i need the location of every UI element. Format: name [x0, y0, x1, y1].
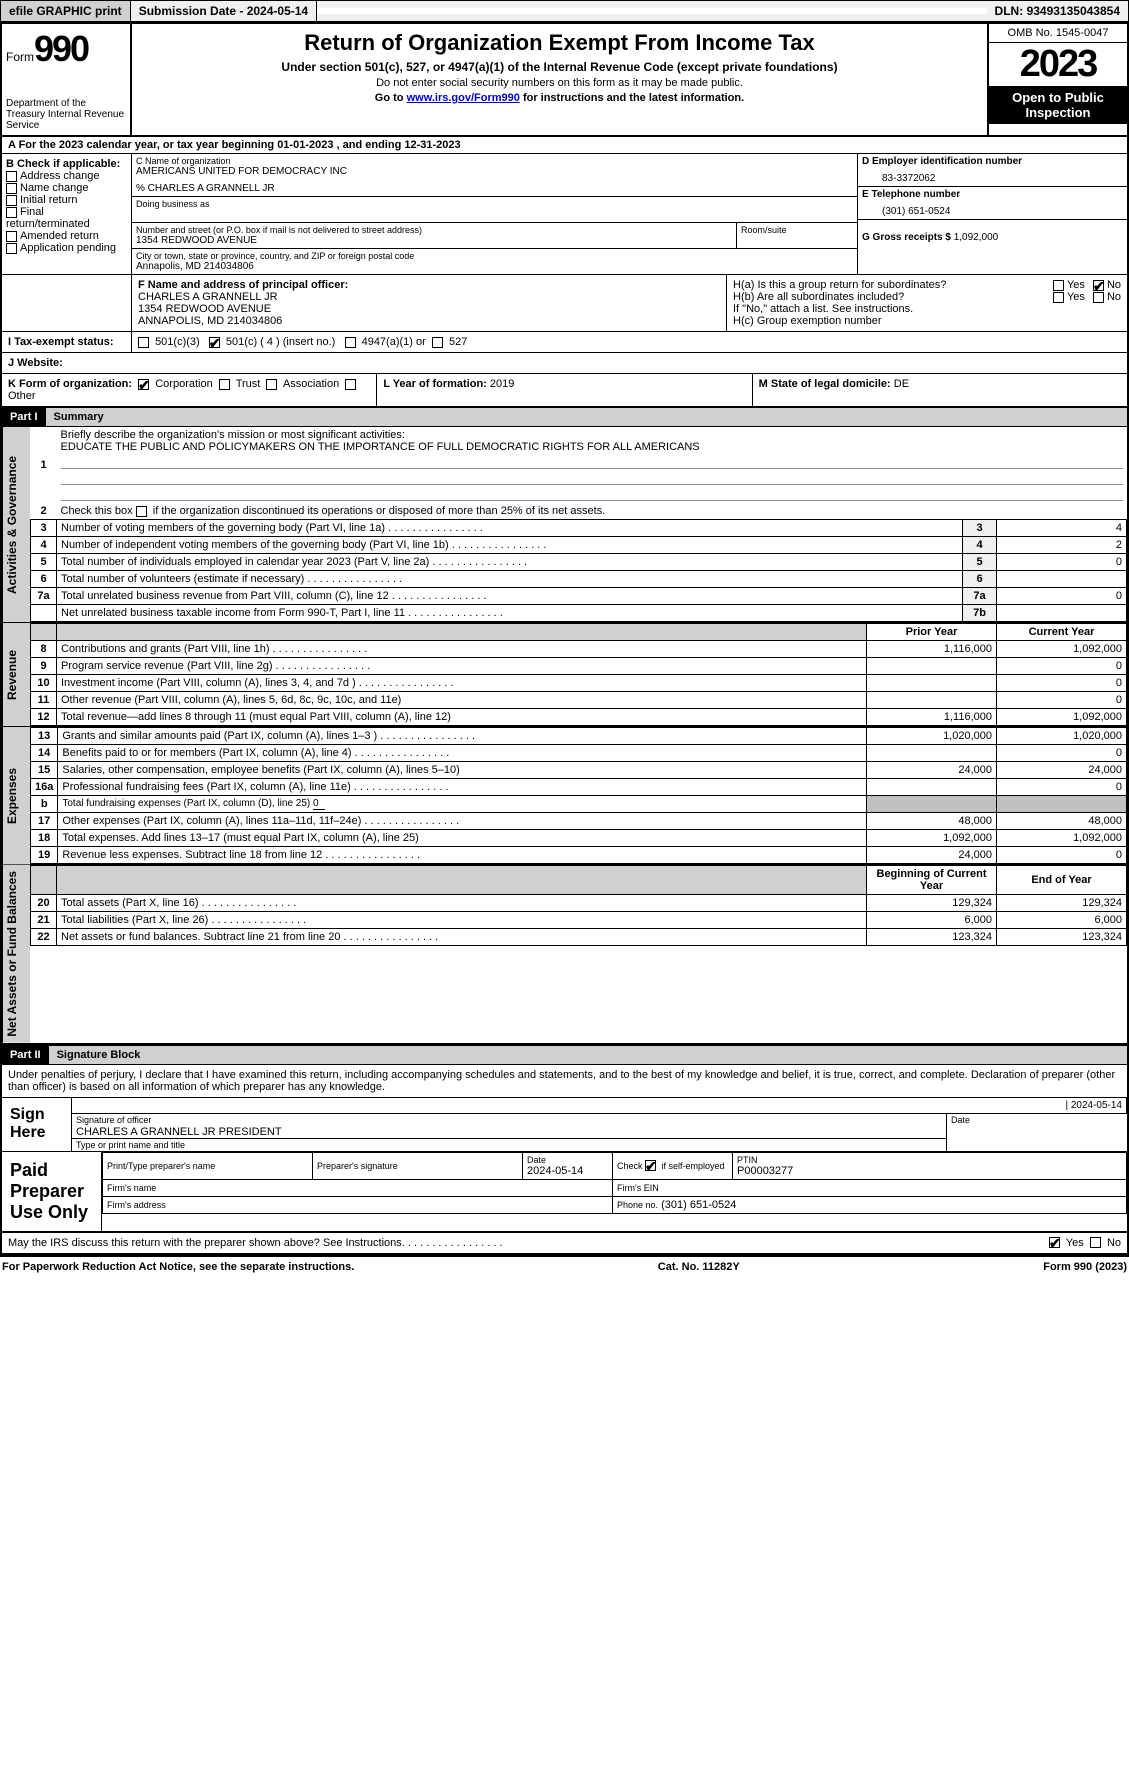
ssn-note: Do not enter social security numbers on … — [138, 77, 981, 89]
tab-revenue: Revenue — [2, 623, 30, 726]
val-5: 0 — [997, 554, 1127, 571]
ck-discuss-no[interactable] — [1090, 1237, 1101, 1248]
ck-amended[interactable] — [6, 231, 17, 242]
omb-number: OMB No. 1545-0047 — [989, 24, 1127, 43]
form-label: Form — [6, 50, 34, 64]
val-6 — [997, 571, 1127, 588]
ck-4947[interactable] — [345, 337, 356, 348]
form-of-org-row: K Form of organization: Corporation Trus… — [2, 374, 1127, 407]
officer-name: CHARLES A GRANNELL JR — [138, 291, 720, 303]
revenue-section: Revenue Prior YearCurrent Year 8Contribu… — [2, 623, 1127, 727]
val-4: 2 — [997, 537, 1127, 554]
tax-exempt-row: I Tax-exempt status: 501(c)(3) 501(c) ( … — [2, 332, 1127, 353]
ck-discontinued[interactable] — [136, 506, 147, 517]
ck-address-change[interactable] — [6, 171, 17, 182]
ck-501c3[interactable] — [138, 337, 149, 348]
prior-8: 1,116,000 — [867, 641, 997, 658]
phone-label: E Telephone number — [862, 189, 1123, 200]
city-label: City or town, state or province, country… — [136, 251, 853, 261]
footer: For Paperwork Reduction Act Notice, see … — [0, 1257, 1129, 1277]
mission-text: EDUCATE THE PUBLIC AND POLICYMAKERS ON T… — [61, 441, 700, 453]
ein-value: 83-3372062 — [862, 167, 1123, 184]
ck-hb-no[interactable] — [1093, 292, 1104, 303]
ck-self-employed[interactable] — [645, 1160, 656, 1171]
city-state-zip: Annapolis, MD 214034806 — [136, 261, 853, 272]
dln: DLN: 93493135043854 — [987, 1, 1128, 21]
val-7a: 0 — [997, 588, 1127, 605]
care-of: % CHARLES A GRANNELL JR — [136, 183, 853, 194]
tab-activities: Activities & Governance — [2, 427, 30, 622]
open-to-public: Open to Public Inspection — [989, 86, 1127, 124]
form-subtitle: Under section 501(c), 527, or 4947(a)(1)… — [138, 60, 981, 74]
officer-addr1: 1354 REDWOOD AVENUE — [138, 303, 720, 315]
gross-receipts-label: G Gross receipts $ — [862, 232, 951, 243]
street-label: Number and street (or P.O. box if mail i… — [136, 225, 732, 235]
ein-label: D Employer identification number — [862, 156, 1123, 167]
ck-hb-yes[interactable] — [1053, 292, 1064, 303]
street-address: 1354 REDWOOD AVENUE — [136, 235, 732, 246]
form-header: Form 990 Department of the Treasury Inte… — [2, 24, 1127, 137]
ck-trust[interactable] — [219, 379, 230, 390]
hc-label: H(c) Group exemption number — [733, 315, 1121, 327]
box-b-label: B Check if applicable: — [6, 158, 127, 170]
officer-addr2: ANNAPOLIS, MD 214034806 — [138, 315, 720, 327]
efile-print-button[interactable]: efile GRAPHIC print — [1, 1, 131, 21]
form-title: Return of Organization Exempt From Incom… — [138, 30, 981, 56]
org-name-label: C Name of organization — [136, 156, 853, 166]
form-container: Form 990 Department of the Treasury Inte… — [0, 22, 1129, 1257]
gross-receipts-value: 1,092,000 — [954, 232, 999, 243]
expenses-section: Expenses 13Grants and similar amounts pa… — [2, 727, 1127, 865]
ck-name-change[interactable] — [6, 183, 17, 194]
val-7b — [997, 605, 1127, 622]
ck-ha-yes[interactable] — [1053, 280, 1064, 291]
tab-expenses: Expenses — [2, 727, 30, 864]
ck-discuss-yes[interactable] — [1049, 1237, 1060, 1248]
ck-other[interactable] — [345, 379, 356, 390]
ha-label: H(a) Is this a group return for subordin… — [733, 279, 1053, 291]
officer-label: F Name and address of principal officer: — [138, 279, 720, 291]
part2-header: Part II Signature Block — [2, 1045, 1127, 1065]
submission-date: Submission Date - 2024-05-14 — [131, 1, 317, 21]
penalties-statement: Under penalties of perjury, I declare th… — [2, 1065, 1127, 1098]
ck-final-return[interactable] — [6, 207, 17, 218]
ck-app-pending[interactable] — [6, 243, 17, 254]
room-label: Room/suite — [741, 225, 853, 235]
ck-527[interactable] — [432, 337, 443, 348]
ck-corp[interactable] — [138, 379, 149, 390]
net-assets-section: Net Assets or Fund Balances Beginning of… — [2, 865, 1127, 1045]
top-bar: efile GRAPHIC print Submission Date - 20… — [0, 0, 1129, 22]
entity-block: B Check if applicable: Address change Na… — [2, 154, 1127, 275]
curr-8: 1,092,000 — [997, 641, 1127, 658]
ck-initial-return[interactable] — [6, 195, 17, 206]
paid-preparer-block: Paid Preparer Use Only Print/Type prepar… — [2, 1152, 1127, 1233]
val-3: 4 — [997, 520, 1127, 537]
tax-year: 2023 — [989, 43, 1127, 86]
tax-year-row: A For the 2023 calendar year, or tax yea… — [2, 137, 1127, 154]
officer-group-row: F Name and address of principal officer:… — [2, 275, 1127, 332]
org-name: AMERICANS UNITED FOR DEMOCRACY INC — [136, 166, 853, 177]
discuss-row: May the IRS discuss this return with the… — [2, 1233, 1127, 1255]
irs-link[interactable]: www.irs.gov/Form990 — [407, 92, 520, 104]
form-number: 990 — [34, 28, 88, 70]
prior-12: 1,116,000 — [867, 709, 997, 726]
hb-note: If "No," attach a list. See instructions… — [733, 303, 1121, 315]
officer-signature: CHARLES A GRANNELL JR PRESIDENT — [72, 1126, 946, 1138]
tab-net-assets: Net Assets or Fund Balances — [2, 865, 30, 1043]
phone-value: (301) 651-0524 — [862, 200, 1123, 217]
treasury-label: Department of the Treasury Internal Reve… — [6, 98, 126, 131]
ck-assoc[interactable] — [266, 379, 277, 390]
hb-label: H(b) Are all subordinates included? — [733, 291, 1053, 303]
sign-here-block: Sign Here | 2024-05-14 Signature of offi… — [2, 1098, 1127, 1152]
activities-section: Activities & Governance 1 Briefly descri… — [2, 427, 1127, 623]
website-row: J Website: — [2, 353, 1127, 374]
ck-ha-no[interactable] — [1093, 280, 1104, 291]
curr-12: 1,092,000 — [997, 709, 1127, 726]
part1-header: Part I Summary — [2, 407, 1127, 427]
ck-501c[interactable] — [209, 337, 220, 348]
dba-label: Doing business as — [136, 199, 853, 209]
